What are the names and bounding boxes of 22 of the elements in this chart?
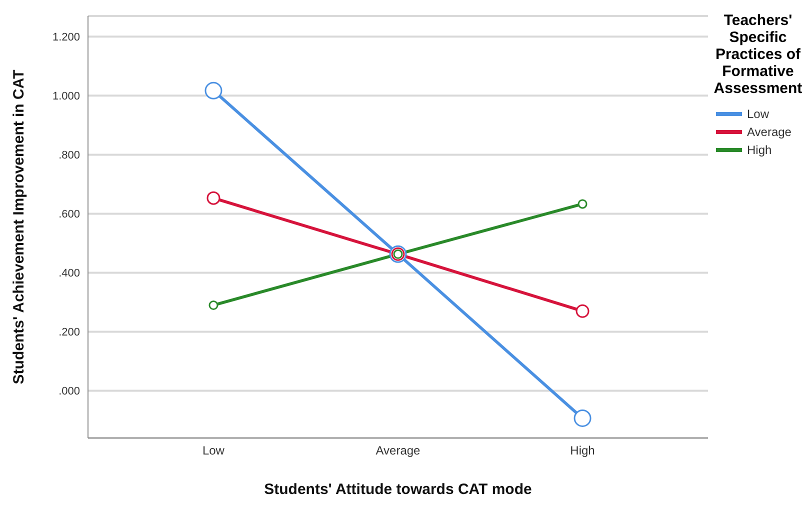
point — [574, 409, 592, 427]
point — [576, 304, 590, 318]
x-tick-label: Average — [376, 444, 421, 458]
legend-label: Low — [746, 106, 770, 123]
y-tick-label: .200 — [58, 326, 80, 339]
point — [578, 199, 588, 209]
y-tick-label: .800 — [58, 150, 80, 162]
legend-label: High — [746, 142, 773, 159]
x-tick-label: Low — [202, 444, 225, 458]
point — [204, 82, 222, 100]
y-tick-label: 1.000 — [52, 90, 80, 103]
y-tick-label: .400 — [58, 268, 80, 280]
legend-title: Teachers' Specific Practices of Formative Assessment — [712, 12, 804, 97]
y-tick-label: .600 — [58, 208, 80, 221]
x-tick-label: High — [570, 444, 595, 458]
x-axis-title: Students' Attitude towards CAT mode — [264, 481, 532, 498]
point — [208, 300, 218, 310]
y-tick-label: .000 — [58, 386, 80, 398]
legend-label: Average — [746, 124, 792, 141]
y-tick-label: 1.200 — [52, 32, 80, 44]
point — [206, 191, 220, 205]
y-axis-title: Students' Achievement Improvement in CAT — [10, 70, 28, 384]
